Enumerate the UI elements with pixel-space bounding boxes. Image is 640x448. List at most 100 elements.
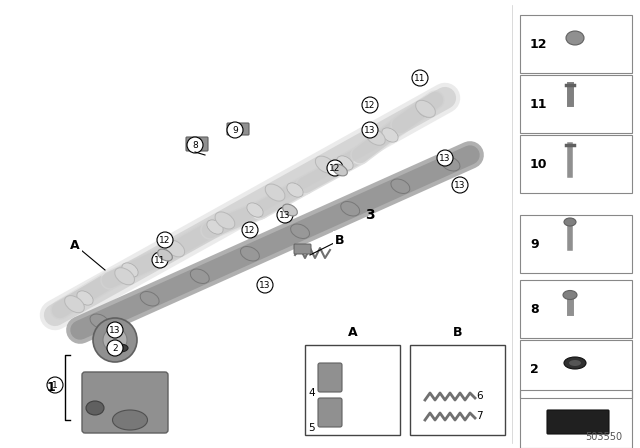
Bar [520, 340, 632, 398]
Ellipse shape [569, 360, 581, 366]
Bar [520, 15, 632, 73]
Text: 13: 13 [454, 181, 466, 190]
Text: A: A [348, 326, 357, 339]
FancyBboxPatch shape [318, 363, 342, 392]
Text: 5: 5 [308, 423, 315, 433]
FancyBboxPatch shape [318, 398, 342, 427]
Text: 12: 12 [159, 236, 171, 245]
Text: 11: 11 [154, 255, 166, 264]
Text: 12: 12 [364, 100, 376, 109]
Circle shape [93, 318, 137, 362]
Circle shape [412, 70, 428, 86]
Circle shape [152, 252, 168, 268]
Ellipse shape [207, 220, 223, 234]
Text: 9: 9 [232, 125, 238, 134]
Ellipse shape [283, 204, 298, 216]
Bar [520, 390, 632, 448]
Ellipse shape [287, 183, 303, 197]
Ellipse shape [417, 103, 433, 117]
Text: B: B [335, 233, 345, 246]
Circle shape [452, 177, 468, 193]
Ellipse shape [291, 224, 310, 238]
Text: 9: 9 [530, 237, 539, 250]
Text: 1: 1 [46, 380, 55, 393]
Ellipse shape [382, 128, 398, 142]
Text: 503550: 503550 [585, 432, 622, 442]
Ellipse shape [113, 410, 147, 430]
FancyBboxPatch shape [227, 123, 249, 135]
Ellipse shape [167, 241, 183, 255]
Ellipse shape [140, 292, 159, 306]
Circle shape [47, 377, 63, 393]
Circle shape [187, 137, 203, 153]
Ellipse shape [65, 296, 84, 313]
Text: 3: 3 [365, 208, 375, 222]
FancyBboxPatch shape [186, 137, 208, 151]
Text: 1: 1 [52, 380, 58, 389]
Bar [520, 215, 632, 273]
Text: 13: 13 [279, 211, 291, 220]
Ellipse shape [564, 357, 586, 369]
Text: 12: 12 [530, 38, 547, 51]
Circle shape [437, 150, 453, 166]
Text: 10: 10 [530, 158, 547, 171]
Text: 2: 2 [112, 344, 118, 353]
Circle shape [103, 328, 127, 352]
Ellipse shape [365, 128, 385, 145]
Text: 13: 13 [364, 125, 376, 134]
Ellipse shape [112, 344, 128, 352]
Ellipse shape [563, 290, 577, 300]
FancyBboxPatch shape [547, 410, 609, 434]
Circle shape [227, 122, 243, 138]
Text: B: B [452, 326, 462, 339]
FancyBboxPatch shape [82, 372, 168, 433]
Bar [520, 135, 632, 193]
Ellipse shape [265, 184, 285, 201]
Ellipse shape [337, 156, 353, 170]
Text: 13: 13 [109, 326, 121, 335]
Ellipse shape [316, 156, 335, 173]
Ellipse shape [333, 164, 348, 176]
Text: 8: 8 [530, 302, 539, 315]
Text: 6: 6 [476, 391, 483, 401]
Circle shape [277, 207, 293, 223]
Ellipse shape [247, 203, 263, 217]
Bar [410, 345, 505, 435]
Circle shape [362, 97, 378, 113]
Ellipse shape [165, 240, 185, 257]
Text: 12: 12 [244, 225, 256, 234]
Text: 8: 8 [192, 141, 198, 150]
Ellipse shape [157, 249, 172, 261]
Circle shape [362, 122, 378, 138]
Text: A: A [70, 238, 80, 251]
Ellipse shape [340, 202, 360, 216]
FancyBboxPatch shape [294, 244, 311, 254]
Ellipse shape [215, 212, 235, 229]
Bar [520, 75, 632, 133]
Text: 11: 11 [530, 98, 547, 111]
Ellipse shape [566, 31, 584, 45]
Circle shape [157, 232, 173, 248]
Ellipse shape [441, 156, 460, 171]
Circle shape [107, 340, 123, 356]
Ellipse shape [415, 100, 435, 117]
Text: 11: 11 [414, 73, 426, 82]
Circle shape [257, 277, 273, 293]
Ellipse shape [241, 246, 259, 261]
Circle shape [242, 222, 258, 238]
Ellipse shape [115, 268, 134, 285]
Ellipse shape [86, 401, 104, 415]
Text: 2: 2 [530, 362, 539, 375]
Ellipse shape [190, 269, 209, 284]
Ellipse shape [391, 179, 410, 194]
Circle shape [107, 322, 123, 338]
Text: 12: 12 [330, 164, 340, 172]
Ellipse shape [77, 291, 93, 305]
Ellipse shape [122, 263, 138, 277]
Ellipse shape [564, 218, 576, 226]
Circle shape [327, 160, 343, 176]
Text: 13: 13 [439, 154, 451, 163]
Text: 13: 13 [259, 280, 271, 289]
Bar [305, 345, 400, 435]
Text: 7: 7 [476, 411, 483, 421]
